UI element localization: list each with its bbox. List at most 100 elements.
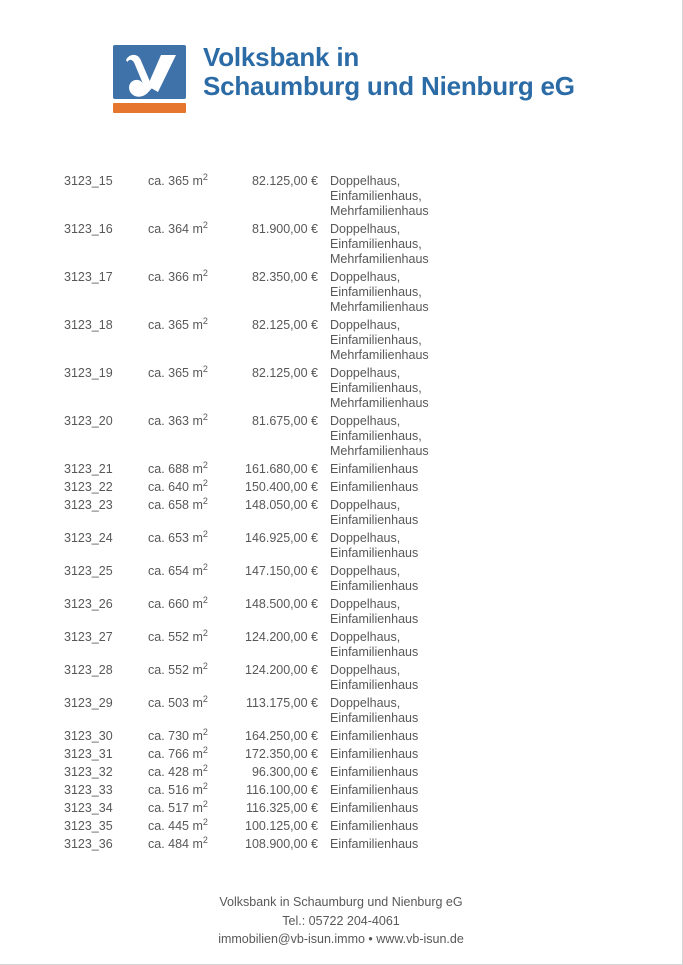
plot-type-line: Doppelhaus, [330, 366, 401, 380]
plot-types: Doppelhaus, Einfamilienhaus [330, 597, 652, 627]
plots-table: 3123_15 ca. 365 m2 82.125,00 € Doppelhaus, E… [64, 171, 652, 855]
plot-types: Doppelhaus, Einfamilienhaus [330, 564, 652, 594]
column-spacer [318, 318, 330, 363]
square-meter-superscript: 2 [202, 561, 208, 572]
table-row: 3123_15 ca. 365 m2 82.125,00 € Doppelhaus, E… [64, 171, 652, 219]
table-row: 3123_26 ca. 660 m2 148.500,00 € Doppelhaus,… [64, 594, 652, 627]
column-spacer [318, 366, 330, 411]
header: Volksbank in Schaumburg und Nienburg eG [113, 43, 575, 113]
column-spacer [318, 696, 330, 726]
plot-type-line: Einfamilienhaus [330, 783, 419, 797]
column-spacer [318, 222, 330, 267]
plot-types: Doppelhaus, Einfamilienhaus, Mehrfamilienh… [330, 222, 652, 267]
plot-id: 3123_31 [64, 747, 113, 761]
plot-type-line: Einfamilienhaus, [330, 333, 422, 347]
plot-type-line: Doppelhaus, [330, 222, 401, 236]
plot-id: 3123_24 [64, 531, 113, 545]
plot-size: ca. 517 m2 [148, 798, 208, 815]
square-meter-superscript: 2 [202, 219, 208, 230]
plot-id: 3123_15 [64, 174, 113, 188]
plot-size: ca. 366 m2 [148, 267, 208, 284]
square-meter-superscript: 2 [202, 744, 208, 755]
plot-size: ca. 658 m2 [148, 495, 208, 512]
plot-types: Einfamilienhaus [330, 729, 652, 744]
plot-size: ca. 660 m2 [148, 594, 208, 611]
square-meter-superscript: 2 [202, 267, 208, 278]
column-spacer [318, 729, 330, 744]
plot-id: 3123_27 [64, 630, 113, 644]
plot-id: 3123_33 [64, 783, 113, 797]
table-row: 3123_28 ca. 552 m2 124.200,00 € Doppelhaus,… [64, 660, 652, 693]
plot-price: 113.175,00 € [245, 696, 318, 710]
table-row: 3123_18 ca. 365 m2 82.125,00 € Doppelhaus, E… [64, 316, 652, 363]
column-spacer [318, 480, 330, 495]
plot-types: Einfamilienhaus [330, 783, 652, 798]
square-meter-superscript: 2 [202, 363, 208, 374]
plot-type-line: Einfamilienhaus [330, 765, 419, 779]
plot-size: ca. 730 m2 [148, 726, 208, 743]
plot-id: 3123_26 [64, 597, 113, 611]
bank-title: Volksbank in Schaumburg und Nienburg eG [203, 43, 575, 101]
table-row: 3123_34 ca. 517 m2 116.325,00 € Einfamilien… [64, 798, 652, 816]
table-row: 3123_24 ca. 653 m2 146.925,00 € Doppelhaus,… [64, 529, 652, 561]
plot-type-line: Doppelhaus, [330, 318, 401, 332]
plot-price: 148.500,00 € [245, 597, 318, 611]
bank-title-line2: Schaumburg und Nienburg eG [203, 71, 575, 101]
plot-id: 3123_23 [64, 498, 113, 512]
square-meter-superscript: 2 [202, 798, 208, 809]
square-meter-superscript: 2 [202, 834, 208, 845]
plot-id: 3123_30 [64, 729, 113, 743]
plot-type-line: Einfamilienhaus [330, 801, 419, 815]
plot-type-line: Doppelhaus, [330, 663, 401, 677]
plot-type-line: Mehrfamilienhaus [330, 204, 429, 218]
plot-type-line: Mehrfamilienhaus [330, 396, 429, 410]
plot-type-line: Einfamilienhaus, [330, 429, 422, 443]
column-spacer [318, 783, 330, 798]
bank-title-line1: Volksbank in [203, 42, 360, 72]
plot-type-line: Doppelhaus, [330, 630, 401, 644]
plot-types: Doppelhaus, Einfamilienhaus [330, 498, 652, 528]
plot-id: 3123_21 [64, 462, 113, 476]
table-row: 3123_31 ca. 766 m2 172.350,00 € Einfamilien… [64, 744, 652, 762]
table-row: 3123_25 ca. 654 m2 147.150,00 € Doppelhaus,… [64, 561, 652, 594]
table-row: 3123_19 ca. 365 m2 82.125,00 € Doppelhaus, E… [64, 363, 652, 411]
plot-size: ca. 688 m2 [148, 459, 208, 476]
plot-size: ca. 428 m2 [148, 762, 208, 779]
plot-type-line: Doppelhaus, [330, 696, 401, 710]
plot-type-line: Einfamilienhaus, [330, 285, 422, 299]
plot-size: ca. 552 m2 [148, 660, 208, 677]
table-row: 3123_16 ca. 364 m2 81.900,00 € Doppelhaus, E… [64, 219, 652, 267]
plot-size: ca. 503 m2 [148, 693, 208, 710]
plot-size: ca. 365 m2 [148, 171, 208, 188]
plot-type-line: Einfamilienhaus [330, 480, 419, 494]
plot-price: 150.400,00 € [245, 480, 318, 494]
volksbank-logo [113, 45, 186, 113]
plot-type-line: Mehrfamilienhaus [330, 252, 429, 266]
plot-types: Einfamilienhaus [330, 462, 652, 477]
plot-type-line: Einfamilienhaus [330, 579, 419, 593]
plot-id: 3123_29 [64, 696, 113, 710]
plot-id: 3123_16 [64, 222, 113, 236]
square-meter-superscript: 2 [202, 762, 208, 773]
square-meter-superscript: 2 [202, 693, 208, 704]
plot-types: Einfamilienhaus [330, 837, 652, 852]
plot-size: ca. 766 m2 [148, 744, 208, 761]
plot-size: ca. 445 m2 [148, 816, 208, 833]
plot-type-line: Mehrfamilienhaus [330, 348, 429, 362]
table-row: 3123_21 ca. 688 m2 161.680,00 € Einfamilien… [64, 459, 652, 477]
column-spacer [318, 498, 330, 528]
plot-type-line: Einfamilienhaus [330, 711, 419, 725]
square-meter-superscript: 2 [202, 495, 208, 506]
column-spacer [318, 414, 330, 459]
plot-type-line: Einfamilienhaus [330, 819, 419, 833]
plot-type-line: Einfamilienhaus, [330, 381, 422, 395]
footer-contact: immobilien@vb-isun.immo • www.vb-isun.de [218, 932, 464, 946]
plot-size: ca. 363 m2 [148, 411, 208, 428]
square-meter-superscript: 2 [202, 627, 208, 638]
plot-type-line: Doppelhaus, [330, 531, 401, 545]
plot-id: 3123_34 [64, 801, 113, 815]
plot-price: 164.250,00 € [245, 729, 318, 743]
plot-type-line: Einfamilienhaus [330, 546, 419, 560]
table-row: 3123_36 ca. 484 m2 108.900,00 € Einfamilien… [64, 834, 652, 852]
